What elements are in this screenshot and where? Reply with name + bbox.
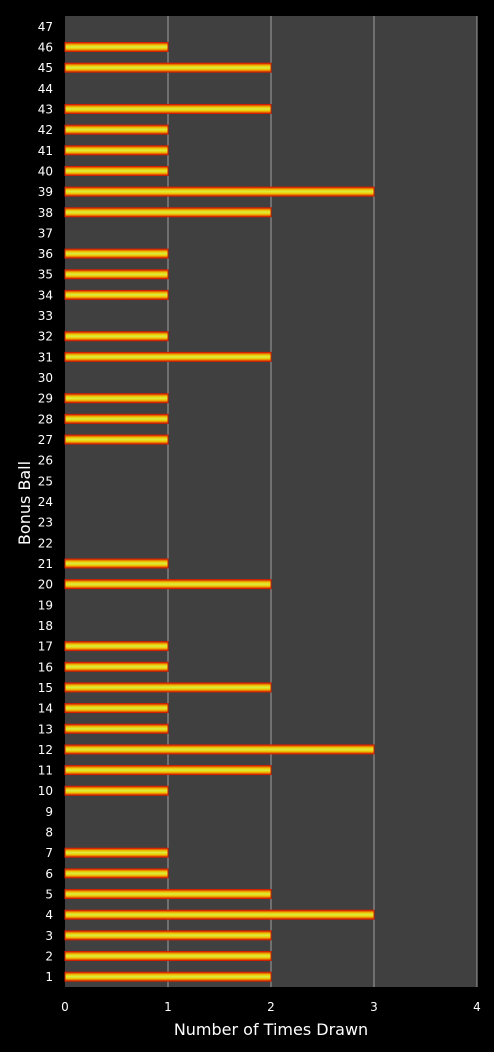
y-tick-label-41: 41 bbox=[38, 144, 53, 158]
y-tick-label-36: 36 bbox=[38, 247, 53, 261]
bar-ball-12 bbox=[64, 744, 375, 755]
x-tick-labels: 0 1 2 3 4 bbox=[61, 1000, 481, 1014]
x-tick-label-1: 1 bbox=[164, 1000, 172, 1014]
bar-ball-40 bbox=[64, 165, 169, 176]
y-tick-label-38: 38 bbox=[38, 206, 53, 220]
bar-ball-13 bbox=[64, 723, 169, 734]
y-tick-label-29: 29 bbox=[38, 392, 53, 406]
y-tick-label-32: 32 bbox=[38, 330, 53, 344]
bar-ball-35 bbox=[64, 269, 169, 280]
bar-ball-32 bbox=[64, 331, 169, 342]
y-tick-label-9: 9 bbox=[45, 805, 53, 819]
bar-ball-21 bbox=[64, 558, 169, 569]
bar-ball-43 bbox=[64, 103, 272, 114]
bar-ball-10 bbox=[64, 785, 169, 796]
bar-ball-46 bbox=[64, 41, 169, 52]
y-tick-label-44: 44 bbox=[38, 82, 53, 96]
y-tick-label-17: 17 bbox=[38, 640, 53, 654]
bar-ball-2 bbox=[64, 951, 272, 962]
bar-ball-45 bbox=[64, 62, 272, 73]
y-tick-label-42: 42 bbox=[38, 123, 53, 137]
y-tick-label-26: 26 bbox=[38, 454, 53, 468]
y-tick-label-19: 19 bbox=[38, 598, 53, 612]
y-tick-label-18: 18 bbox=[38, 619, 53, 633]
y-tick-labels: 1234567891011121314151617181920212223242… bbox=[38, 20, 53, 984]
bar-ball-36 bbox=[64, 248, 169, 259]
bar-ball-41 bbox=[64, 145, 169, 156]
y-tick-label-31: 31 bbox=[38, 350, 53, 364]
bar-ball-5 bbox=[64, 889, 272, 900]
y-tick-label-11: 11 bbox=[38, 764, 53, 778]
x-tick-label-4: 4 bbox=[473, 1000, 481, 1014]
y-tick-label-33: 33 bbox=[38, 309, 53, 323]
y-tick-label-2: 2 bbox=[45, 950, 53, 964]
y-tick-label-7: 7 bbox=[45, 846, 53, 860]
y-tick-label-25: 25 bbox=[38, 474, 53, 488]
y-tick-label-12: 12 bbox=[38, 743, 53, 757]
gridlines bbox=[167, 16, 478, 987]
y-axis-title: Bonus Ball bbox=[15, 461, 34, 545]
y-tick-label-20: 20 bbox=[38, 578, 53, 592]
y-tick-label-27: 27 bbox=[38, 433, 53, 447]
y-tick-label-8: 8 bbox=[45, 826, 53, 840]
bar-ball-27 bbox=[64, 434, 169, 445]
bar-ball-28 bbox=[64, 413, 169, 424]
x-tick-label-2: 2 bbox=[267, 1000, 275, 1014]
bar-ball-4 bbox=[64, 909, 375, 920]
y-tick-label-22: 22 bbox=[38, 536, 53, 550]
y-tick-label-1: 1 bbox=[45, 970, 53, 984]
bar-ball-6 bbox=[64, 868, 169, 879]
bar-ball-15 bbox=[64, 682, 272, 693]
bar-ball-39 bbox=[64, 186, 375, 197]
y-tick-label-37: 37 bbox=[38, 226, 53, 240]
y-tick-label-5: 5 bbox=[45, 888, 53, 902]
x-tick-label-0: 0 bbox=[61, 1000, 69, 1014]
y-tick-label-40: 40 bbox=[38, 164, 53, 178]
y-tick-label-16: 16 bbox=[38, 660, 53, 674]
bars bbox=[64, 41, 375, 982]
y-tick-label-39: 39 bbox=[38, 185, 53, 199]
bar-ball-3 bbox=[64, 930, 272, 941]
y-tick-label-10: 10 bbox=[38, 784, 53, 798]
y-tick-label-47: 47 bbox=[38, 20, 53, 34]
bar-ball-11 bbox=[64, 765, 272, 776]
y-tick-label-4: 4 bbox=[45, 908, 53, 922]
bar-ball-29 bbox=[64, 393, 169, 404]
y-tick-label-28: 28 bbox=[38, 412, 53, 426]
y-tick-label-46: 46 bbox=[38, 40, 53, 54]
y-tick-label-6: 6 bbox=[45, 867, 53, 881]
x-axis-title: Number of Times Drawn bbox=[174, 1020, 368, 1039]
y-tick-label-45: 45 bbox=[38, 61, 53, 75]
y-tick-label-24: 24 bbox=[38, 495, 53, 509]
bar-ball-7 bbox=[64, 847, 169, 858]
y-tick-label-14: 14 bbox=[38, 702, 53, 716]
bar-ball-14 bbox=[64, 703, 169, 714]
y-tick-label-43: 43 bbox=[38, 102, 53, 116]
bar-ball-31 bbox=[64, 351, 272, 362]
y-tick-label-15: 15 bbox=[38, 681, 53, 695]
y-tick-label-3: 3 bbox=[45, 929, 53, 943]
bar-ball-1 bbox=[64, 971, 272, 982]
bar-ball-34 bbox=[64, 289, 169, 300]
y-tick-label-23: 23 bbox=[38, 516, 53, 530]
bar-ball-42 bbox=[64, 124, 169, 135]
y-tick-label-30: 30 bbox=[38, 371, 53, 385]
bar-ball-20 bbox=[64, 579, 272, 590]
bar-ball-17 bbox=[64, 641, 169, 652]
bar-ball-16 bbox=[64, 661, 169, 672]
y-tick-label-35: 35 bbox=[38, 268, 53, 282]
x-tick-label-3: 3 bbox=[370, 1000, 378, 1014]
y-tick-label-34: 34 bbox=[38, 288, 53, 302]
bar-ball-38 bbox=[64, 207, 272, 218]
y-tick-label-13: 13 bbox=[38, 722, 53, 736]
y-tick-label-21: 21 bbox=[38, 557, 53, 571]
